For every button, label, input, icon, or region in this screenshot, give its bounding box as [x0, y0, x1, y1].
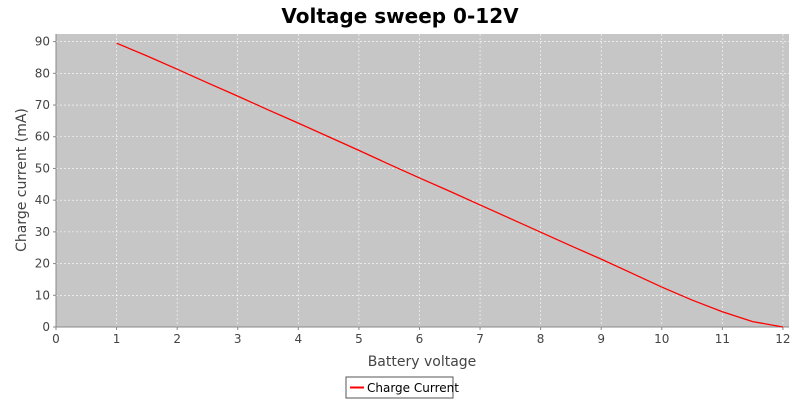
legend: Charge Current — [345, 376, 459, 399]
x-tick-label: 4 — [294, 332, 302, 346]
plot-area — [56, 34, 789, 327]
x-tick-label: 2 — [173, 332, 181, 346]
x-tick-label: 10 — [654, 332, 669, 346]
x-axis-label: Battery voltage — [368, 354, 477, 370]
y-axis-label: Charge current (mA) — [14, 108, 30, 252]
y-tick-label: 40 — [35, 193, 50, 207]
y-tick-label: 30 — [35, 225, 50, 239]
x-tick-label: 11 — [715, 332, 730, 346]
x-tick-label: 12 — [775, 332, 790, 346]
x-tick-label: 3 — [234, 332, 242, 346]
x-tick-label: 9 — [597, 332, 605, 346]
series-line-0 — [116, 42, 784, 328]
x-tick-label: 5 — [355, 332, 363, 346]
y-tick-label: 10 — [35, 288, 50, 302]
chart-title: Voltage sweep 0-12V — [281, 4, 519, 28]
y-tick-label: 90 — [35, 35, 50, 49]
y-tick-label: 80 — [35, 66, 50, 80]
series-layer — [116, 42, 784, 328]
y-axis-ticks: 0 10 20 30 40 50 60 70 80 90 — [35, 35, 56, 334]
y-tick-label: 0 — [42, 320, 50, 334]
x-tick-label: 8 — [537, 332, 545, 346]
x-axis-ticks: 0 1 2 3 4 5 6 7 8 9 10 11 12 — [52, 327, 791, 346]
legend-box — [345, 376, 454, 399]
x-tick-label: 7 — [476, 332, 484, 346]
y-tick-label: 50 — [35, 161, 50, 175]
y-tick-label: 70 — [35, 98, 50, 112]
legend-label-charge-current: Charge Current — [367, 381, 459, 395]
x-tick-label: 1 — [113, 332, 121, 346]
y-tick-label: 60 — [35, 130, 50, 144]
x-tick-label: 0 — [52, 332, 60, 346]
x-tick-label: 6 — [416, 332, 424, 346]
y-tick-label: 20 — [35, 257, 50, 271]
grid-lines — [56, 34, 789, 327]
